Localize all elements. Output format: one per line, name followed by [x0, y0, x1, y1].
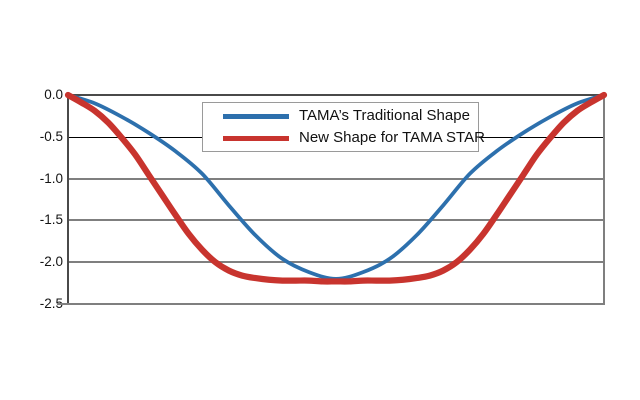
- plot-border-left: [67, 94, 69, 305]
- y-axis: 0.0 -0.5 -1.0 -1.5 -2.0 -2.5: [0, 0, 63, 400]
- legend-item-traditional-shape: TAMA’s Traditional Shape: [223, 105, 478, 127]
- legend-label-traditional-shape: TAMA’s Traditional Shape: [299, 107, 470, 124]
- legend-swatch-new-shape: [223, 135, 289, 141]
- plot-border-right: [603, 94, 605, 305]
- legend-item-new-shape: New Shape for TAMA STAR: [223, 127, 485, 149]
- legend-label-new-shape: New Shape for TAMA STAR: [299, 129, 485, 146]
- y-axis-tick-label: -2.0: [39, 254, 63, 270]
- plot-border-bottom: [57, 303, 605, 305]
- legend: TAMA’s Traditional Shape New Shape for T…: [202, 102, 485, 152]
- y-axis-tick-label: -0.5: [39, 128, 63, 144]
- y-axis-tick-label: -2.5: [39, 296, 63, 311]
- plot-area: TAMA’s Traditional Shape New Shape for T…: [57, 91, 608, 305]
- y-axis-tick-label: -1.0: [39, 170, 63, 186]
- gridline: [68, 261, 604, 264]
- y-axis-tick-label: 0.0: [44, 87, 63, 102]
- plot-border-top: [67, 94, 605, 96]
- gridline: [68, 219, 604, 222]
- y-axis-tick-label: -1.5: [39, 212, 63, 228]
- series-new-shape-line: [64, 91, 608, 285]
- legend-swatch-traditional-shape: [223, 113, 289, 119]
- gridline: [68, 177, 604, 180]
- series-canvas: [64, 91, 608, 285]
